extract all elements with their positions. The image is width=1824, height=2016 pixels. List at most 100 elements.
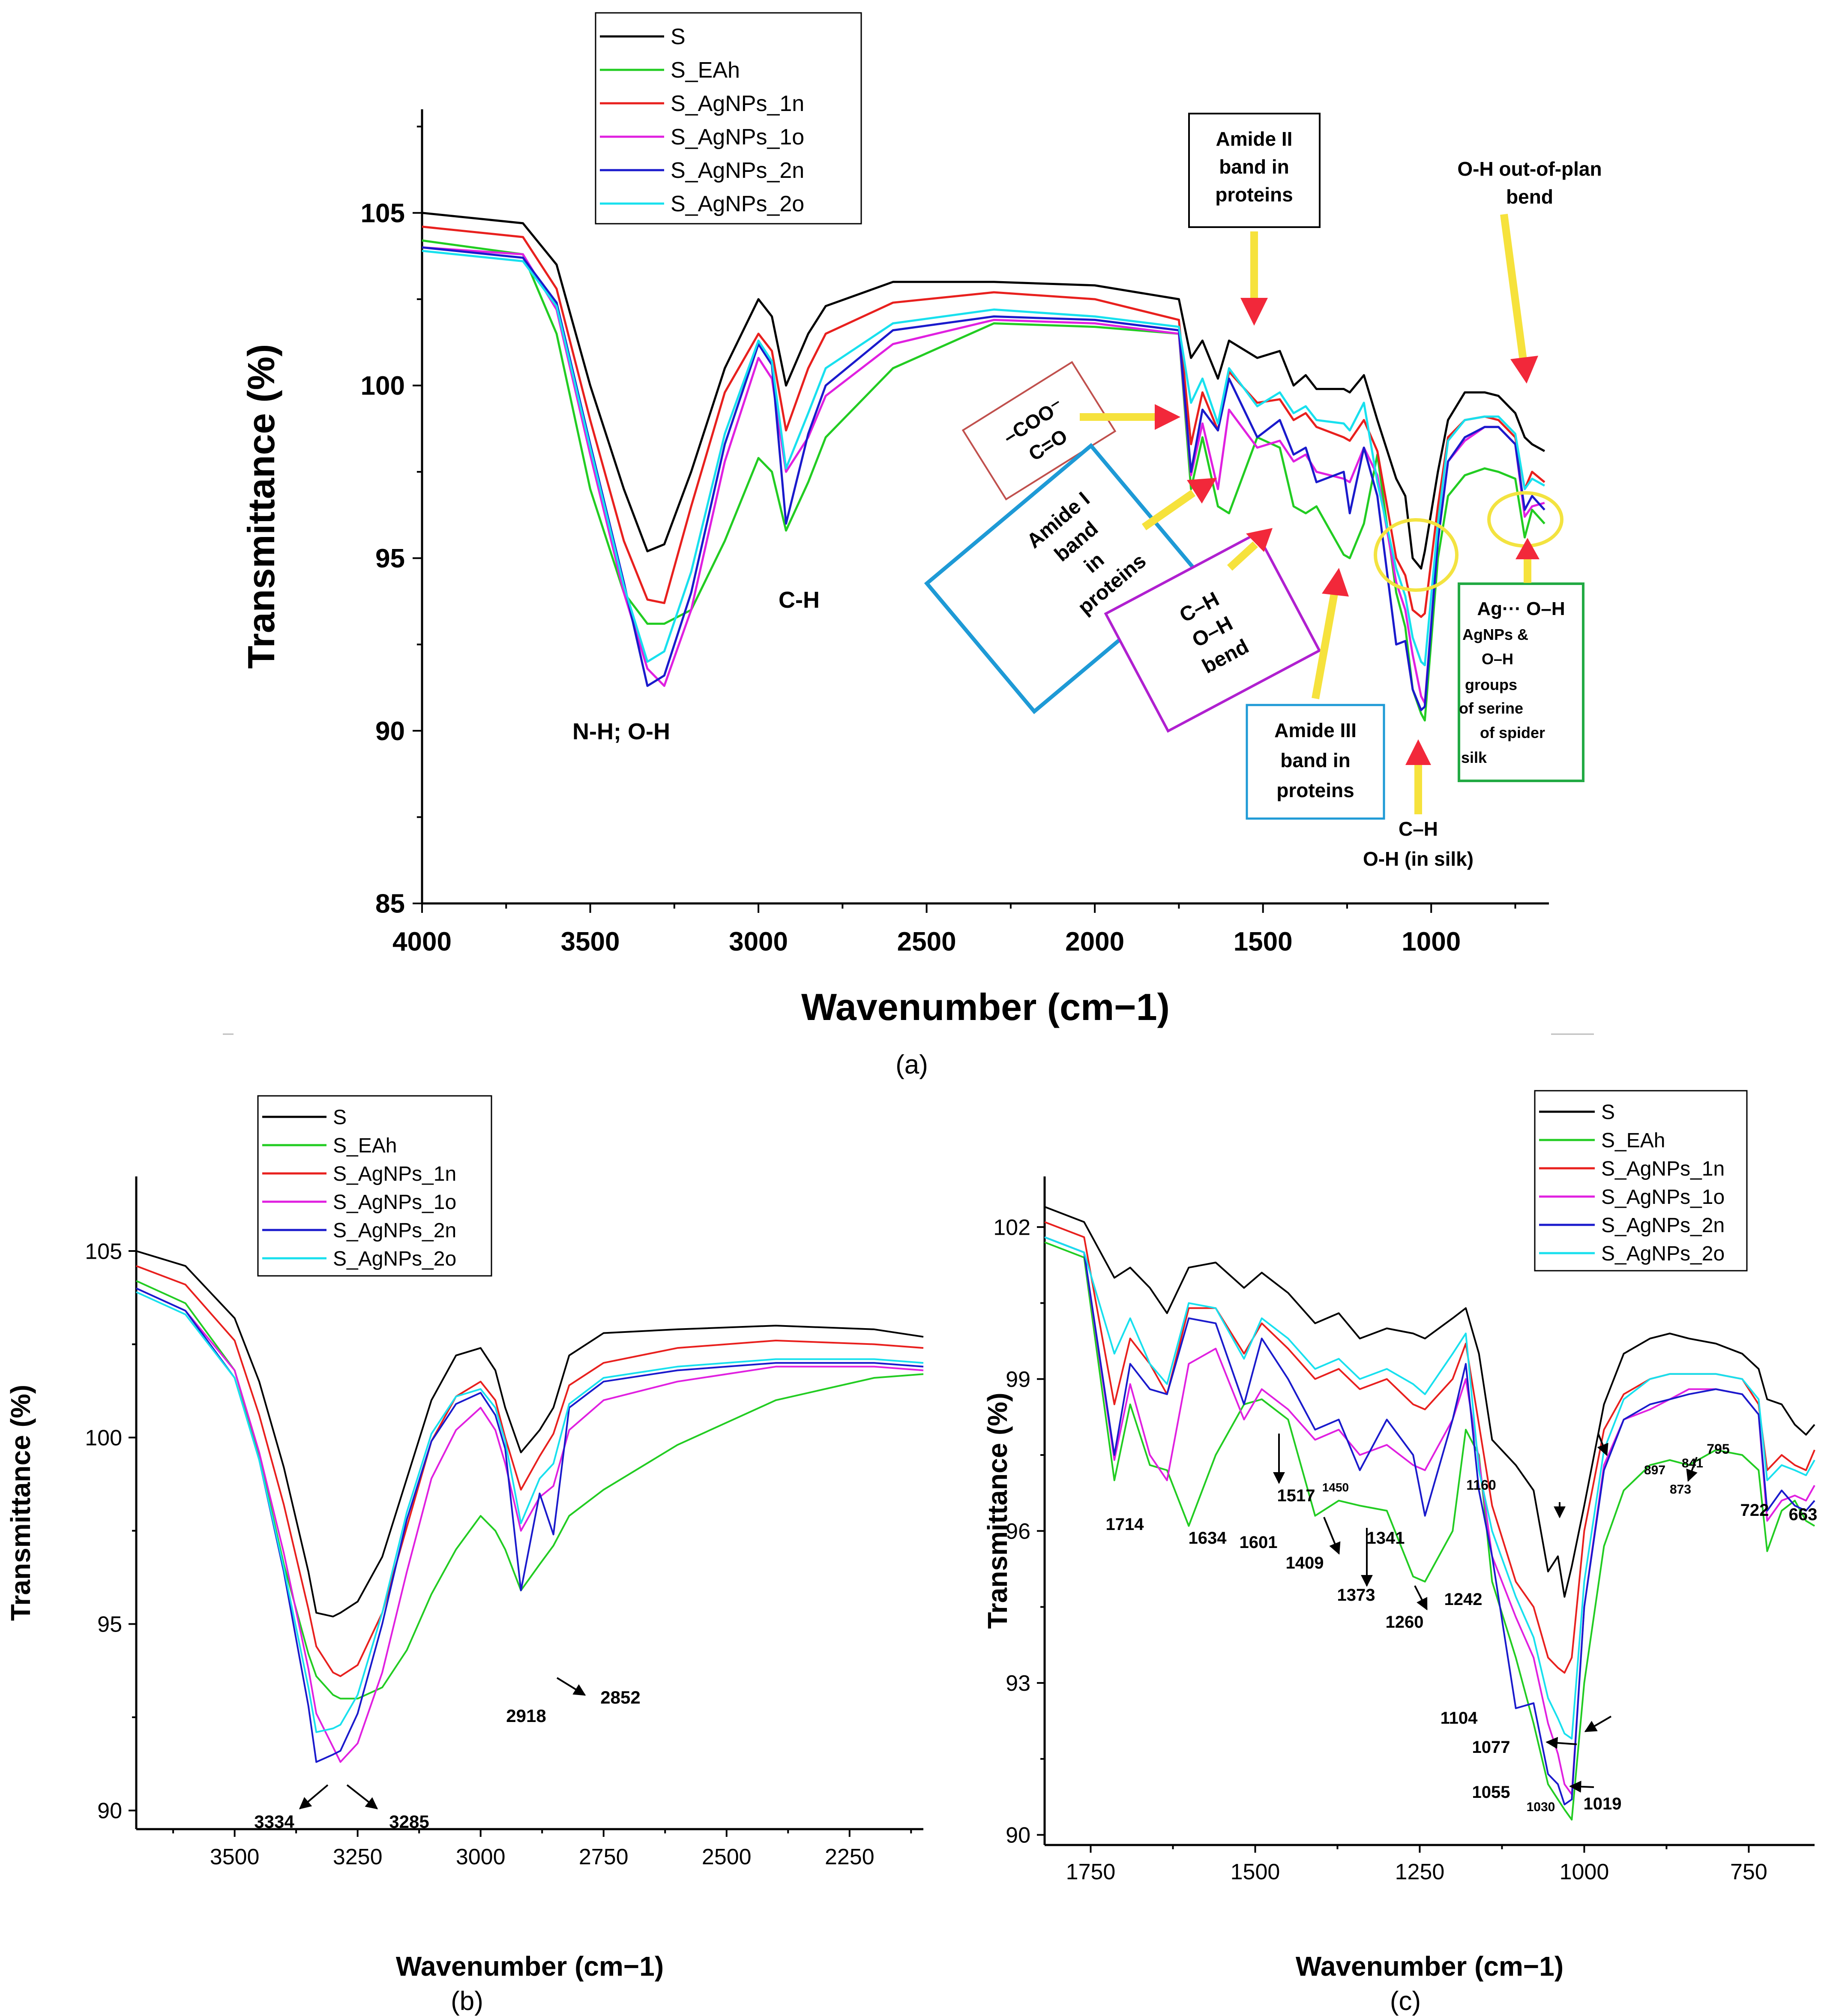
y-tick-label: 105 <box>361 198 405 228</box>
y-tick-label: 105 <box>85 1239 122 1264</box>
legend-label: S_AgNPs_2n <box>671 158 804 183</box>
y-tick-label: 99 <box>1006 1367 1030 1392</box>
agoh-line4: groups <box>1465 676 1517 693</box>
y-tick-label: 90 <box>1006 1823 1030 1848</box>
x-tick-label: 2500 <box>897 927 956 957</box>
legend-label: S_AgNPs_2n <box>1601 1214 1725 1237</box>
x-tick-label: 1000 <box>1560 1860 1609 1884</box>
panel-a-arrows <box>1080 213 1539 814</box>
peak-795: 795 <box>1707 1441 1729 1457</box>
peak-1160: 1160 <box>1466 1477 1496 1493</box>
series-line-s_eah <box>1044 1241 1815 1821</box>
legend-label: S <box>671 24 686 49</box>
panel-a: 4000 3500 3000 2500 2000 1500 1000 85 90 95 100 105… <box>240 12 1602 1028</box>
ch-label: C-H <box>779 587 820 613</box>
series-line-s_agnps_1n <box>136 1265 924 1677</box>
y-axis-label: Transmittance (%) <box>5 1385 36 1621</box>
legend-label: S_AgNPs_2o <box>333 1248 456 1270</box>
legend-label: S_EAh <box>671 58 740 83</box>
arrow-oh-oop <box>1500 213 1538 384</box>
x-tick-label: 750 <box>1730 1860 1767 1884</box>
series-line-s_agnps_2n <box>422 246 1545 711</box>
amide3-line2: band in <box>1280 749 1351 771</box>
peak-1373: 1373 <box>1337 1586 1375 1605</box>
series-line-s_agnps_2n <box>1044 1236 1815 1806</box>
panel-a-series <box>422 212 1545 722</box>
x-tick-label: 1000 <box>1402 927 1461 957</box>
ch-silk-line2: O-H (in silk) <box>1363 848 1474 870</box>
y-tick-label: 96 <box>1006 1519 1030 1544</box>
peak-1019: 1019 <box>1584 1794 1622 1813</box>
caption-b: (b) <box>451 1986 483 2016</box>
peak-873: 873 <box>1670 1482 1691 1497</box>
peak-1409: 1409 <box>1286 1554 1324 1572</box>
legend: S S_EAh S_AgNPs_1n S_AgNPs_1o S_AgNPs_2n S_Ag… <box>257 1095 492 1277</box>
legend: S S_EAh S_AgNPs_1n S_AgNPs_1o S_AgNPs_2n S_Ag… <box>595 12 862 225</box>
caption-c: (c) <box>1390 1986 1421 2016</box>
peak-3285: 3285 <box>389 1812 429 1832</box>
x-axis-label: Wavenumber (cm−1) <box>396 1951 664 1982</box>
peak-1634: 1634 <box>1189 1529 1227 1548</box>
panel-a-axes: 4000 3500 3000 2500 2000 1500 1000 85 90 95 100 105… <box>240 12 1549 1028</box>
peak-1260: 1260 <box>1386 1613 1424 1632</box>
arrow-choh <box>1227 528 1273 571</box>
legend-label: S_AgNPs_1n <box>1601 1158 1725 1180</box>
legend-label: S_AgNPs_1n <box>333 1163 456 1185</box>
amide2-line2: band in <box>1219 156 1289 178</box>
arrow-amide2 <box>1240 231 1268 326</box>
peak-1601: 1601 <box>1240 1533 1278 1552</box>
x-tick-label: 3000 <box>456 1845 506 1869</box>
series-line-s <box>136 1250 924 1617</box>
legend-label: S_AgNPs_2o <box>671 192 804 216</box>
x-tick-label: 1500 <box>1231 1860 1280 1884</box>
x-tick-label: 1250 <box>1395 1860 1445 1884</box>
series-line-s_eah <box>136 1280 924 1700</box>
legend-box <box>1534 1090 1748 1272</box>
peak-663: 663 <box>1789 1505 1818 1524</box>
legend-label: S_AgNPs_1o <box>671 125 804 150</box>
series-line-s <box>1044 1206 1815 1598</box>
agoh-line2: AgNPs & <box>1462 626 1528 643</box>
series-line-s <box>422 212 1545 570</box>
amide3-line1: Amide III <box>1274 719 1357 741</box>
amide2-line1: Amide II <box>1216 128 1293 150</box>
x-tick-label: 2500 <box>702 1845 752 1869</box>
amide3-line3: proteins <box>1276 779 1354 801</box>
peak-841: 841 <box>1682 1456 1703 1470</box>
y-tick-label: 90 <box>97 1799 122 1824</box>
agoh-line3: O–H <box>1482 650 1513 668</box>
peak-2852: 2852 <box>600 1687 640 1707</box>
panel-b-annotations: 3334 3285 2918 2852 <box>254 1677 641 1832</box>
series-line-s_agnps_2o <box>1044 1236 1815 1740</box>
arrow-amide1 <box>1141 478 1217 531</box>
panel-a-annotations: Amide II band in proteins O-H out-of-pla… <box>572 113 1602 870</box>
agoh-line6: of spider <box>1480 724 1545 741</box>
panel-c: 1750 1500 1250 1000 750 90 93 96 99 102 Wavenumber… <box>982 1090 1818 1982</box>
panel-b-axes: 3500 3250 3000 2750 2500 2250 90 95 100 105 Wavenu… <box>5 1095 923 1982</box>
y-tick-label: 95 <box>97 1612 122 1637</box>
x-tick-label: 3250 <box>333 1845 383 1869</box>
peak-1104: 1104 <box>1441 1709 1478 1728</box>
x-tick-label: 4000 <box>392 927 452 957</box>
x-tick-label: 2250 <box>825 1845 875 1869</box>
legend-box <box>595 12 862 225</box>
series-line-s_agnps_2o <box>422 249 1545 666</box>
x-tick-label: 2000 <box>1065 927 1124 957</box>
legend-label: S <box>333 1106 347 1129</box>
arrow-amide3 <box>1312 568 1349 699</box>
x-tick-label: 1500 <box>1234 927 1293 957</box>
x-axis-label: Wavenumber (cm−1) <box>801 986 1170 1028</box>
series-line-s_agnps_1o <box>136 1287 924 1763</box>
arrow-ch-silk <box>1405 739 1431 814</box>
ch-silk-line1: C–H <box>1399 818 1438 840</box>
peak-1030: 1030 <box>1527 1800 1555 1814</box>
y-tick-label: 95 <box>375 544 405 573</box>
legend-label: S_AgNPs_1o <box>333 1191 456 1214</box>
peak-3334: 3334 <box>254 1812 294 1832</box>
caption-a: (a) <box>896 1050 928 1080</box>
legend-label: S <box>1601 1101 1615 1124</box>
arrow-agoh <box>1516 538 1539 583</box>
series-line-s_agnps_1n <box>1044 1221 1815 1674</box>
legend-box <box>257 1095 492 1277</box>
